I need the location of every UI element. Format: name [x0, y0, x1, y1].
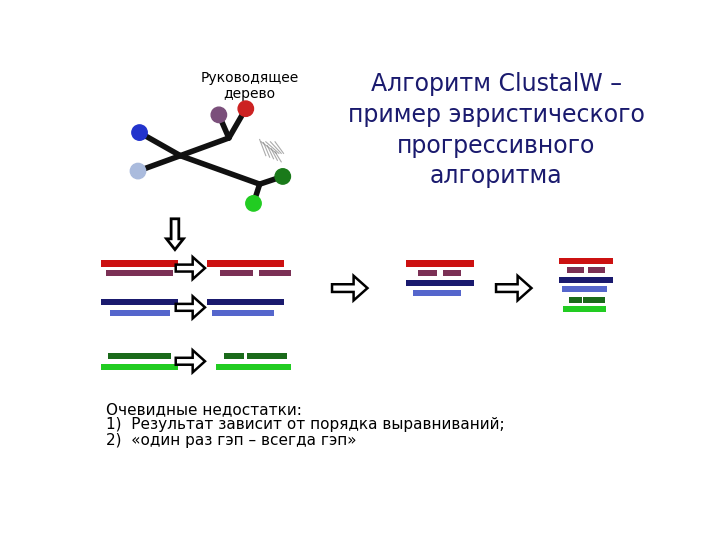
Bar: [216, 363, 291, 370]
Bar: [564, 306, 606, 312]
Bar: [109, 309, 170, 316]
Bar: [413, 289, 461, 296]
Bar: [562, 286, 607, 292]
Bar: [570, 296, 582, 303]
Circle shape: [130, 164, 145, 179]
Bar: [567, 267, 584, 273]
Bar: [259, 269, 291, 276]
Circle shape: [132, 125, 147, 140]
Polygon shape: [332, 276, 367, 300]
Polygon shape: [496, 276, 531, 300]
Bar: [207, 299, 284, 305]
Text: 2)  «один раз гэп – всегда гэп»: 2) «один раз гэп – всегда гэп»: [106, 433, 356, 448]
Bar: [212, 309, 274, 316]
Bar: [588, 267, 606, 273]
Circle shape: [211, 107, 227, 123]
Circle shape: [246, 195, 261, 211]
Text: Руководящее
дерево: Руководящее дерево: [201, 71, 299, 101]
Polygon shape: [176, 296, 205, 319]
Polygon shape: [176, 350, 205, 373]
Bar: [559, 258, 613, 264]
Bar: [101, 363, 178, 370]
Circle shape: [238, 101, 253, 117]
Bar: [101, 299, 178, 305]
Bar: [559, 276, 613, 283]
Bar: [220, 269, 253, 276]
Bar: [224, 353, 244, 359]
Bar: [583, 296, 605, 303]
Polygon shape: [176, 257, 205, 279]
Bar: [106, 269, 174, 276]
Bar: [406, 260, 474, 267]
Text: 1)  Результат зависит от порядка выравниваний;: 1) Результат зависит от порядка выравнив…: [106, 417, 504, 433]
Bar: [207, 260, 284, 267]
Bar: [108, 353, 171, 359]
Bar: [101, 260, 178, 267]
Text: Алгоритм ClustalW –
пример эвристического
прогрессивного
алгоритма: Алгоритм ClustalW – пример эвристическог…: [348, 72, 644, 188]
Bar: [418, 269, 437, 276]
Polygon shape: [166, 219, 184, 249]
Text: Очевидные недостатки:: Очевидные недостатки:: [106, 402, 302, 417]
Circle shape: [275, 168, 290, 184]
Bar: [248, 353, 287, 359]
Bar: [443, 269, 462, 276]
Bar: [406, 280, 474, 286]
